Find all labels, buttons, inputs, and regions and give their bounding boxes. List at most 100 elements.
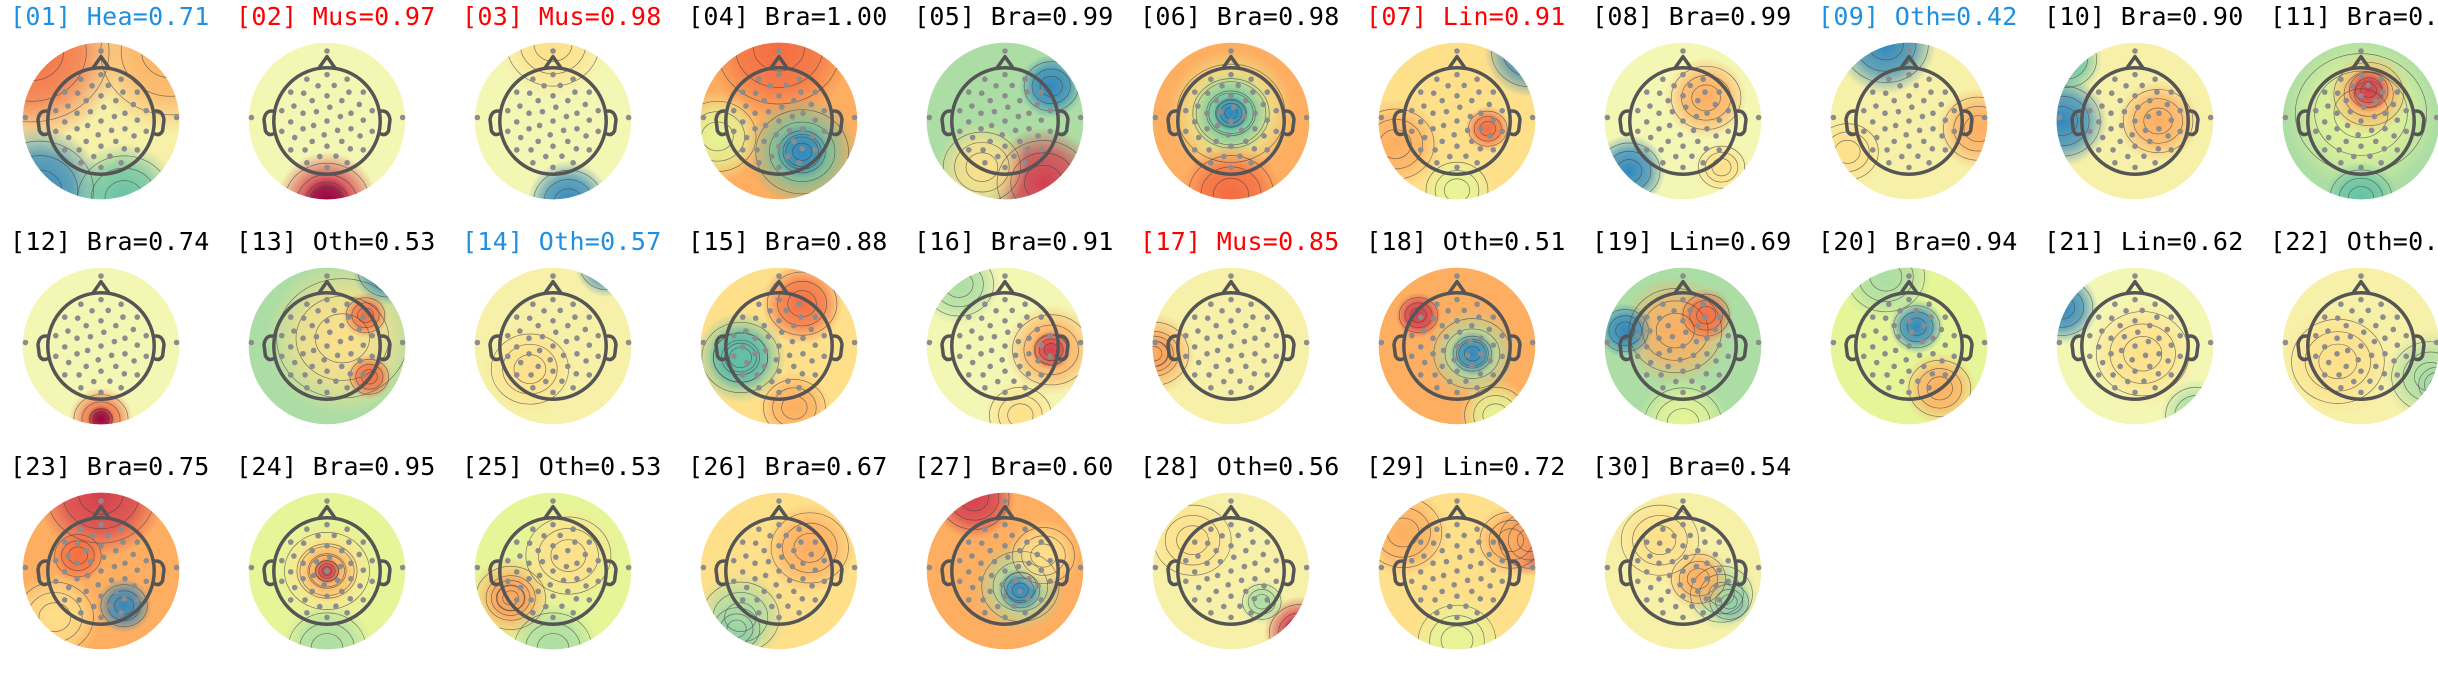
sensor-dot [1243,98,1249,104]
sensor-dot [595,354,601,360]
sensor-dot [561,353,567,359]
sensor-dot [1454,615,1460,621]
sensor-dot [1490,597,1496,603]
sensor-dot [1831,115,1837,121]
sensor-dot [1656,351,1662,357]
sensor-dot [1422,360,1428,366]
sensor-dot [74,110,80,116]
component-cell: [07] Lin=0.91 [1364,2,1590,224]
sensor-dot [1261,102,1267,108]
sensor-dot [1921,98,1927,104]
sensor-dot [75,90,81,96]
sensor-dot [107,378,113,384]
sensor-dot [776,72,782,78]
sensor-dot [740,314,746,320]
sensor-dot [1192,119,1198,125]
sensor-dot [2373,98,2379,104]
sensor-dot [1205,540,1211,546]
sensor-dot [1647,103,1653,109]
sensor-dot [791,589,797,595]
sensor-dot [528,372,534,378]
sensor-dot [1002,568,1008,574]
sensor-dot [754,597,760,603]
sensor-dot [1683,554,1689,560]
sensor-dot [53,333,59,339]
sensor-dot [1243,589,1249,595]
sensor-dot [83,323,89,329]
sensor-dot [852,340,858,346]
sensor-dot [1644,597,1650,603]
sensor-dot [1444,109,1450,115]
sensor-dot [1474,301,1480,307]
sensor-dot [1002,390,1008,396]
sensor-dot [113,98,119,104]
sensor-dot [1478,576,1484,582]
sensor-dot [927,565,933,571]
sensor-dot [1192,344,1198,350]
sensor-dot [2132,165,2138,171]
sensor-dot [98,48,104,54]
sensor-dot [315,308,321,314]
sensor-dot [1215,348,1221,354]
component-label: [07] Lin=0.91 [1366,2,1566,32]
sensor-dot [1047,354,1053,360]
sensor-dot [1474,526,1480,532]
sensor-dot [2057,340,2063,346]
sensor-dot [1022,160,1028,166]
sensor-dot [324,318,330,324]
sensor-dot [1694,339,1700,345]
sensor-dot [1648,360,1654,366]
sensor-dot [559,153,565,159]
sensor-dot [292,135,298,141]
sensor-dot [574,576,580,582]
sensor-dot [1704,576,1710,582]
sensor-dot [357,552,363,558]
sensor-dot [2177,333,2183,339]
sensor-dot [338,114,344,120]
component-cell: [15] Bra=0.88 [686,227,912,449]
sensor-dot [1874,360,1880,366]
sensor-dot [23,340,29,346]
sensor-dot [1431,540,1437,546]
sensor-dot [2358,297,2364,303]
sensor-dot [112,564,118,570]
component-cell: [25] Oth=0.53 [460,452,686,674]
sensor-dot [1756,115,1762,121]
component-label: [24] Bra=0.95 [236,452,436,482]
sensor-dot [1656,110,1662,116]
sensor-dot [1702,89,1708,95]
sensor-dot [1002,543,1008,549]
sensor-dot [1680,522,1686,528]
sensor-dot [798,314,804,320]
sensor-dot [987,139,993,145]
sensor-dot [314,109,320,115]
sensor-dot [1225,132,1231,138]
sensor-dot [1024,89,1030,95]
sensor-dot [2132,72,2138,78]
sensor-dot [1691,578,1697,584]
sensor-dot [1716,539,1722,545]
sensor-dot [291,103,297,109]
sensor-dot [1713,358,1719,364]
sensor-dot [2372,114,2378,120]
sensor-dot [1704,560,1710,566]
sensor-dot [1228,593,1234,599]
sensor-dot [1930,146,1936,152]
sensor-dot [1906,318,1912,324]
sensor-dot [369,333,375,339]
sensor-dot [309,589,315,595]
sensor-dot [1221,604,1227,610]
sensor-dot [517,553,523,559]
sensor-dot [113,589,119,595]
sensor-dot [300,335,306,341]
sensor-dot [1942,314,1948,320]
sensor-dot [1658,147,1664,153]
sensor-dot [2125,379,2131,385]
sensor-dot [1474,76,1480,82]
sensor-dot [564,339,570,345]
sensor-dot [83,139,89,145]
sensor-dot [78,526,84,532]
sensor-dot [2096,147,2102,153]
sensor-dot [1713,552,1719,558]
sensor-dot [2372,339,2378,345]
